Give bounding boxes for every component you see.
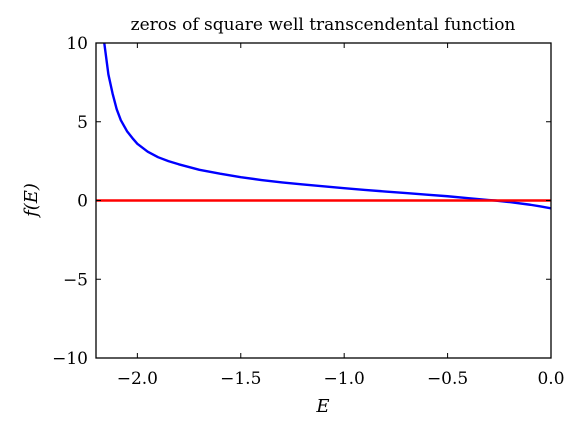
y-tick-label: −10 [52, 349, 88, 369]
x-tick-label: −2.0 [117, 369, 158, 389]
axis-ticks: −2.0 −1.5 −1.0 −0.5 0.0 −10 −5 0 5 10 [52, 34, 564, 389]
chart-title: zeros of square well transcendental func… [131, 15, 516, 35]
x-tick-label: −0.5 [427, 369, 468, 389]
x-axis-label: E [315, 396, 329, 417]
y-tick-label: 5 [77, 113, 88, 133]
y-tick-label: −5 [63, 270, 88, 290]
x-tick-label: −1.5 [220, 369, 261, 389]
plot-area [96, 43, 551, 210]
x-tick-label: −1.0 [324, 369, 365, 389]
x-tick-label: 0.0 [537, 369, 564, 389]
y-tick-label: 0 [77, 192, 88, 212]
y-axis-label: f(E) [21, 183, 42, 219]
series-line-transcendental [103, 43, 551, 210]
y-tick-label: 10 [66, 34, 88, 54]
